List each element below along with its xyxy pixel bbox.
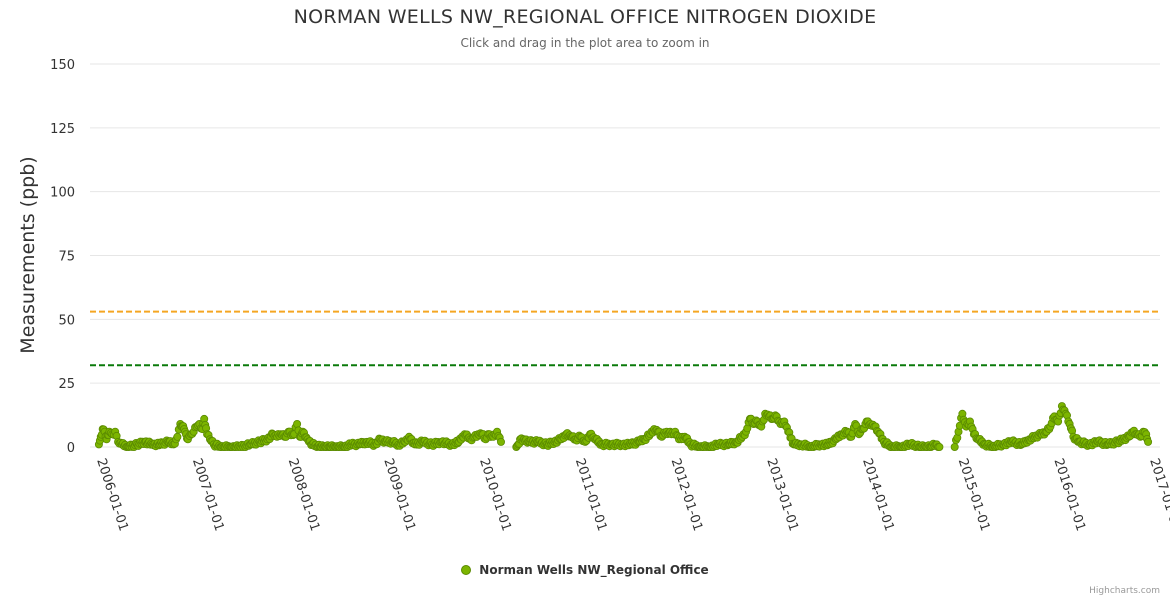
x-tick-label: 2012-01-01	[668, 457, 706, 533]
y-tick-label: 0	[67, 441, 75, 456]
x-tick-label: 2010-01-01	[476, 457, 514, 533]
x-tick-label: 2014-01-01	[859, 457, 897, 533]
chart-title: NORMAN WELLS NW_REGIONAL OFFICE NITROGEN…	[293, 6, 877, 28]
x-tick-label: 2007-01-01	[189, 457, 227, 533]
y-axis-labels: 0 25 50 75 100 125 150	[50, 58, 75, 456]
x-tick-label: 2008-01-01	[285, 457, 323, 533]
x-tick-label: 2006-01-01	[93, 457, 131, 533]
data-point[interactable]	[1144, 437, 1153, 446]
y-tick-label: 150	[50, 58, 75, 73]
x-tick-label: 2017-01-01	[1146, 457, 1170, 533]
chart-subtitle: Click and drag in the plot area to zoom …	[460, 36, 710, 50]
y-tick-label: 25	[58, 377, 75, 392]
legend-label: Norman Wells NW_Regional Office	[479, 563, 709, 577]
data-point[interactable]	[950, 442, 959, 451]
credits[interactable]: Highcharts.com	[1089, 586, 1160, 596]
x-tick-label: 2013-01-01	[763, 457, 801, 533]
data-series	[94, 402, 1153, 451]
y-tick-label: 125	[50, 122, 75, 137]
y-tick-label: 75	[58, 250, 75, 265]
x-tick-label: 2016-01-01	[1050, 457, 1088, 533]
x-axis-labels: 2006-01-01 2007-01-01 2008-01-01 2009-01-01…	[93, 457, 1170, 533]
data-point[interactable]	[293, 419, 302, 428]
x-tick-label: 2015-01-01	[955, 457, 993, 533]
legend-marker	[461, 564, 472, 575]
y-tick-label: 100	[50, 186, 75, 201]
grid-lines	[90, 63, 1160, 448]
data-point[interactable]	[173, 432, 182, 441]
reference-lines	[90, 310, 1160, 367]
x-tick-label: 2011-01-01	[572, 457, 610, 533]
legend[interactable]: Norman Wells NW_Regional Office	[0, 563, 1170, 577]
data-point[interactable]	[496, 437, 505, 446]
x-tick-label: 2009-01-01	[380, 457, 418, 533]
y-tick-label: 50	[58, 313, 75, 328]
data-point[interactable]	[935, 442, 944, 451]
